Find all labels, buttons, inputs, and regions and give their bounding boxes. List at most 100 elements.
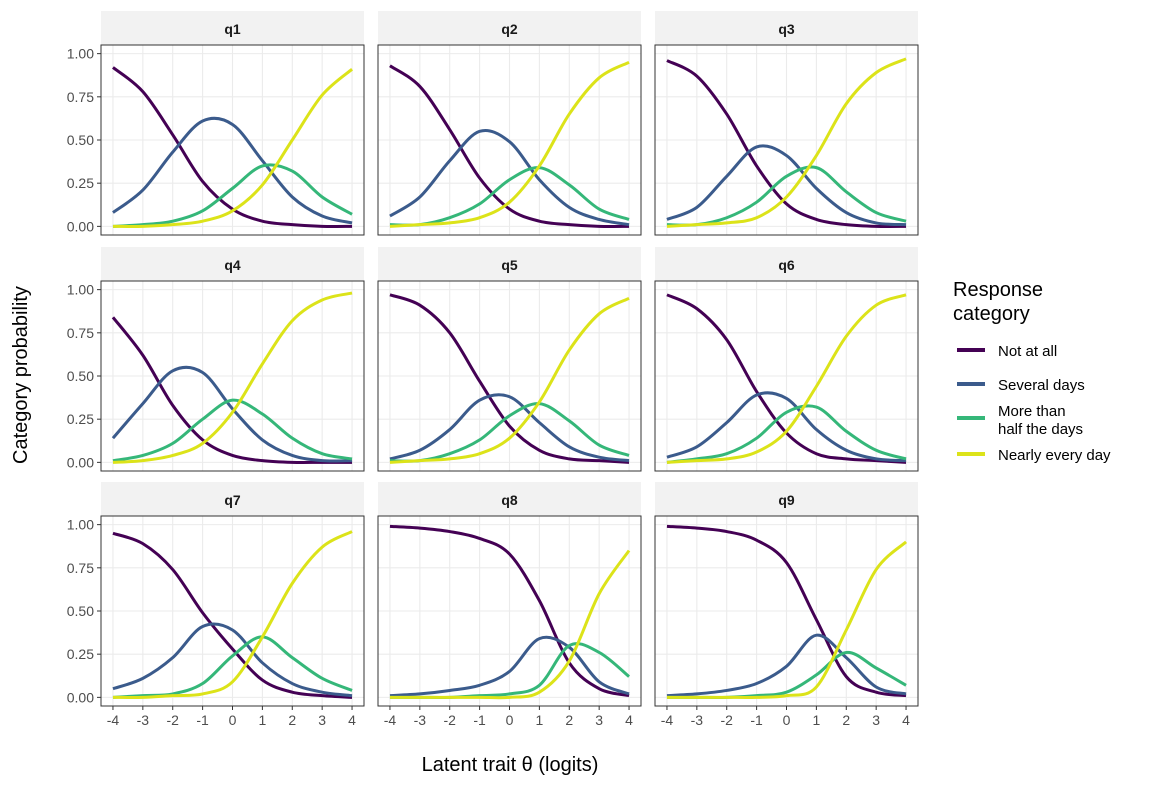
x-tick-label: 4 [625, 712, 633, 728]
series-line [389, 296, 630, 464]
x-tick-label: 3 [595, 712, 603, 728]
x-tick-label: -1 [473, 712, 486, 728]
strip-label: q3 [778, 21, 795, 37]
x-tick-label: -2 [444, 712, 457, 728]
series-line [112, 530, 353, 699]
x-tick-label: -1 [750, 712, 763, 728]
y-tick-label: 0.00 [67, 454, 94, 470]
series-line [112, 163, 353, 228]
series-line [666, 633, 907, 698]
series-line [666, 57, 907, 228]
strip [378, 11, 641, 45]
x-tick-label: 1 [258, 712, 266, 728]
x-tick-label: -2 [167, 712, 180, 728]
series-line [666, 391, 907, 463]
series-line [112, 398, 353, 463]
series-line [389, 393, 630, 463]
y-tick-label: 0.50 [67, 132, 94, 148]
y-tick-label: 0.75 [67, 89, 94, 105]
series-line [389, 549, 631, 700]
series-line [666, 59, 907, 228]
series-line [111, 365, 353, 463]
legend-label: Not at all [998, 343, 1057, 360]
x-tick-label: 2 [288, 712, 296, 728]
x-tick-label: 0 [229, 712, 237, 728]
strip [378, 247, 641, 281]
panel-border [654, 44, 919, 236]
panel-border [377, 44, 642, 236]
series-line [112, 635, 353, 699]
series-line [389, 60, 630, 228]
strip-label: q2 [501, 21, 518, 37]
y-tick-label: 1.00 [67, 46, 94, 62]
series-line [389, 129, 630, 227]
x-tick-label: -3 [414, 712, 427, 728]
panel-border [100, 280, 365, 472]
series-line [666, 404, 907, 464]
strip [655, 482, 918, 516]
series-line [112, 68, 354, 228]
strip [655, 247, 918, 281]
strip-label: q9 [778, 492, 795, 508]
legend-label: Nearly every day [998, 447, 1111, 464]
x-tick-label: 2 [842, 712, 850, 728]
series-line [112, 622, 353, 698]
strip [101, 11, 364, 45]
x-tick-label: 3 [318, 712, 326, 728]
x-axis-title: Latent trait θ (logits) [422, 754, 599, 776]
x-tick-label: 0 [506, 712, 514, 728]
panel-border [654, 515, 919, 707]
y-tick-label: 0.25 [67, 646, 94, 662]
x-tick-label: -2 [721, 712, 734, 728]
x-tick-label: 2 [565, 712, 573, 728]
series-line [666, 540, 908, 699]
y-tick-label: 1.00 [67, 517, 94, 533]
series-line [666, 293, 907, 464]
x-tick-label: -3 [691, 712, 704, 728]
y-tick-label: 0.75 [67, 325, 94, 341]
panel-border [377, 280, 642, 472]
series-line [112, 531, 353, 699]
panel-border [377, 515, 642, 707]
y-tick-label: 0.25 [67, 175, 94, 191]
panel-border [100, 44, 365, 236]
x-tick-label: -4 [384, 712, 397, 728]
series-line [111, 316, 353, 464]
series-line [666, 144, 907, 227]
x-tick-label: 1 [535, 712, 543, 728]
strip-label: q8 [501, 492, 518, 508]
legend-title: Response category [953, 279, 1043, 325]
series-line [389, 524, 630, 698]
strip-label: q1 [224, 21, 241, 37]
y-tick-label: 0.25 [67, 411, 94, 427]
strip-label: q4 [224, 257, 241, 273]
panel-border [654, 280, 919, 472]
strip [101, 247, 364, 281]
x-tick-label: 1 [812, 712, 820, 728]
strip-label: q5 [501, 257, 518, 273]
y-tick-label: 0.00 [67, 218, 94, 234]
x-tick-label: 3 [872, 712, 880, 728]
y-tick-label: 1.00 [67, 282, 94, 298]
strip-label: q7 [224, 492, 241, 508]
series-line [666, 524, 907, 698]
series-line [389, 64, 630, 228]
x-tick-label: 4 [348, 712, 356, 728]
legend-label: More than half the days [998, 403, 1083, 438]
panel-border [100, 515, 365, 707]
x-tick-label: -4 [107, 712, 120, 728]
x-tick-label: -3 [137, 712, 150, 728]
x-tick-label: 4 [902, 712, 910, 728]
strip [101, 482, 364, 516]
series-line [112, 116, 353, 225]
y-tick-label: 0.75 [67, 560, 94, 576]
y-tick-label: 0.50 [67, 603, 94, 619]
x-tick-label: -4 [661, 712, 674, 728]
y-tick-label: 0.00 [67, 689, 94, 705]
series-line [112, 291, 353, 464]
legend-label: Several days [998, 377, 1085, 394]
strip [655, 11, 918, 45]
series-line [389, 293, 630, 464]
strip-label: q6 [778, 257, 795, 273]
